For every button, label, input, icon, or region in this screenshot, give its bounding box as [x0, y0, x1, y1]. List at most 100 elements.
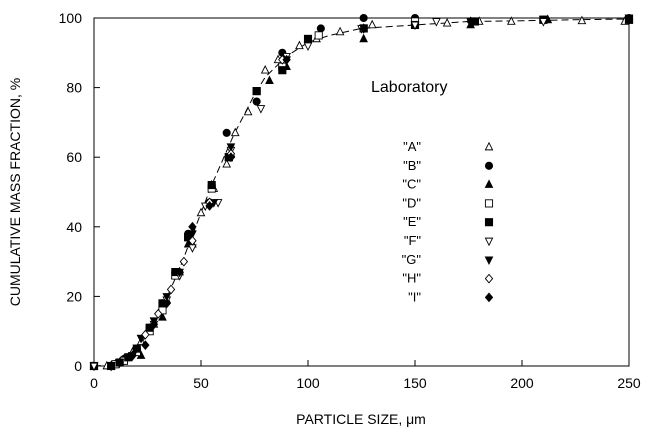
data-point: [136, 334, 146, 344]
data-point: [166, 284, 176, 295]
data-point: [359, 23, 368, 34]
legend-marker-icon: [484, 179, 494, 188]
data-point: [260, 65, 270, 74]
y-axis-title: CUMULATIVE MASS FRACTION, %: [7, 78, 23, 306]
data-point: [141, 340, 150, 351]
data-point: [188, 221, 197, 232]
legend-entry-label: "C": [402, 177, 421, 192]
data-point: [222, 128, 231, 137]
data-point: [106, 361, 116, 371]
data-point: [230, 127, 240, 137]
data-point: [132, 344, 141, 353]
series-c: [106, 14, 634, 370]
data-point: [295, 40, 304, 50]
x-tick-label: 50: [193, 375, 209, 391]
data-point: [442, 18, 452, 27]
data-point: [222, 158, 232, 168]
y-tick-label: 100: [59, 10, 83, 26]
data-point: [265, 75, 274, 84]
legend-entry-label: "H": [402, 271, 421, 286]
data-point: [115, 357, 124, 368]
data-point: [149, 319, 159, 330]
legend-entry-label: "I": [408, 289, 421, 304]
data-point: [196, 207, 206, 217]
data-point: [624, 14, 634, 25]
legend-entry-label: "D": [402, 195, 421, 210]
data-point: [432, 18, 441, 27]
data-point: [226, 152, 236, 163]
legend-marker-icon: [484, 256, 494, 265]
series-g: [106, 14, 634, 372]
data-point: [89, 362, 99, 372]
data-point: [158, 312, 167, 321]
legend-entry-label: "F": [404, 233, 422, 248]
data-point: [303, 42, 313, 52]
series-f: [89, 14, 634, 372]
series-e: [89, 15, 634, 371]
series-d: [89, 15, 634, 371]
trend-line-path: [93, 18, 630, 367]
legend-title: Laboratory: [371, 79, 448, 96]
data-point: [577, 15, 587, 25]
legend-entry-label: "G": [402, 252, 422, 267]
legend-marker-icon: [484, 237, 494, 247]
data-point: [359, 33, 368, 43]
data-point: [359, 13, 368, 23]
legend-marker-icon: [484, 218, 494, 227]
data-point: [205, 201, 214, 211]
data-point: [506, 16, 516, 25]
data-point: [154, 308, 163, 319]
data-point: [179, 256, 189, 267]
data-point: [141, 329, 150, 340]
axis-ticks: 0 50 100 150 200 250 0 20 40 60 80 100: [59, 10, 641, 391]
legend-marker-icon: [484, 273, 494, 284]
data-point: [282, 54, 291, 65]
data-point: [252, 87, 261, 96]
series-h: [106, 14, 634, 371]
data-point: [243, 106, 253, 116]
legend-marker-icon: [484, 292, 494, 303]
data-point: [128, 350, 137, 361]
legend-marker-icon: [484, 141, 494, 151]
series-a: [89, 14, 630, 370]
x-tick-label: 150: [403, 375, 427, 391]
x-axis-title: PARTICLE SIZE, μm: [296, 411, 426, 427]
legend-marker-icon: [484, 199, 494, 208]
data-point: [162, 293, 172, 302]
data-point: [188, 244, 197, 253]
data-point: [162, 298, 171, 309]
data-point: [539, 18, 548, 27]
y-tick-label: 0: [74, 358, 82, 374]
legend-entry-label: "B": [403, 158, 421, 173]
data-point: [278, 66, 287, 75]
data-point: [314, 31, 323, 40]
legend-entry-label: "E": [403, 214, 421, 229]
data-point: [410, 21, 420, 31]
data-point: [335, 26, 345, 36]
legend-marker-icon: [484, 161, 494, 170]
x-tick-label: 250: [617, 375, 641, 391]
x-tick-label: 100: [296, 375, 320, 391]
data-point: [188, 235, 197, 246]
data-point: [175, 267, 184, 277]
series-i: [106, 14, 634, 371]
y-tick-label: 20: [66, 288, 82, 304]
data-point: [303, 34, 313, 43]
data-point: [466, 16, 475, 27]
data-point: [207, 180, 216, 190]
y-tick-label: 80: [66, 80, 82, 96]
plot-area-frame: [93, 17, 630, 367]
data-point: [316, 24, 325, 33]
series-b: [89, 13, 634, 371]
trend-line: [93, 18, 630, 367]
y-tick-label: 40: [66, 219, 82, 235]
data-points: [89, 13, 634, 372]
legend-entry-label: "A": [403, 139, 421, 154]
x-tick-label: 0: [90, 375, 98, 391]
data-point: [256, 105, 266, 114]
data-point: [252, 97, 261, 106]
legend: Laboratory "A" "B" "C" "D" "E" "F" "G" "H" "I": [371, 79, 494, 304]
data-point: [226, 143, 236, 152]
data-point: [367, 19, 377, 29]
